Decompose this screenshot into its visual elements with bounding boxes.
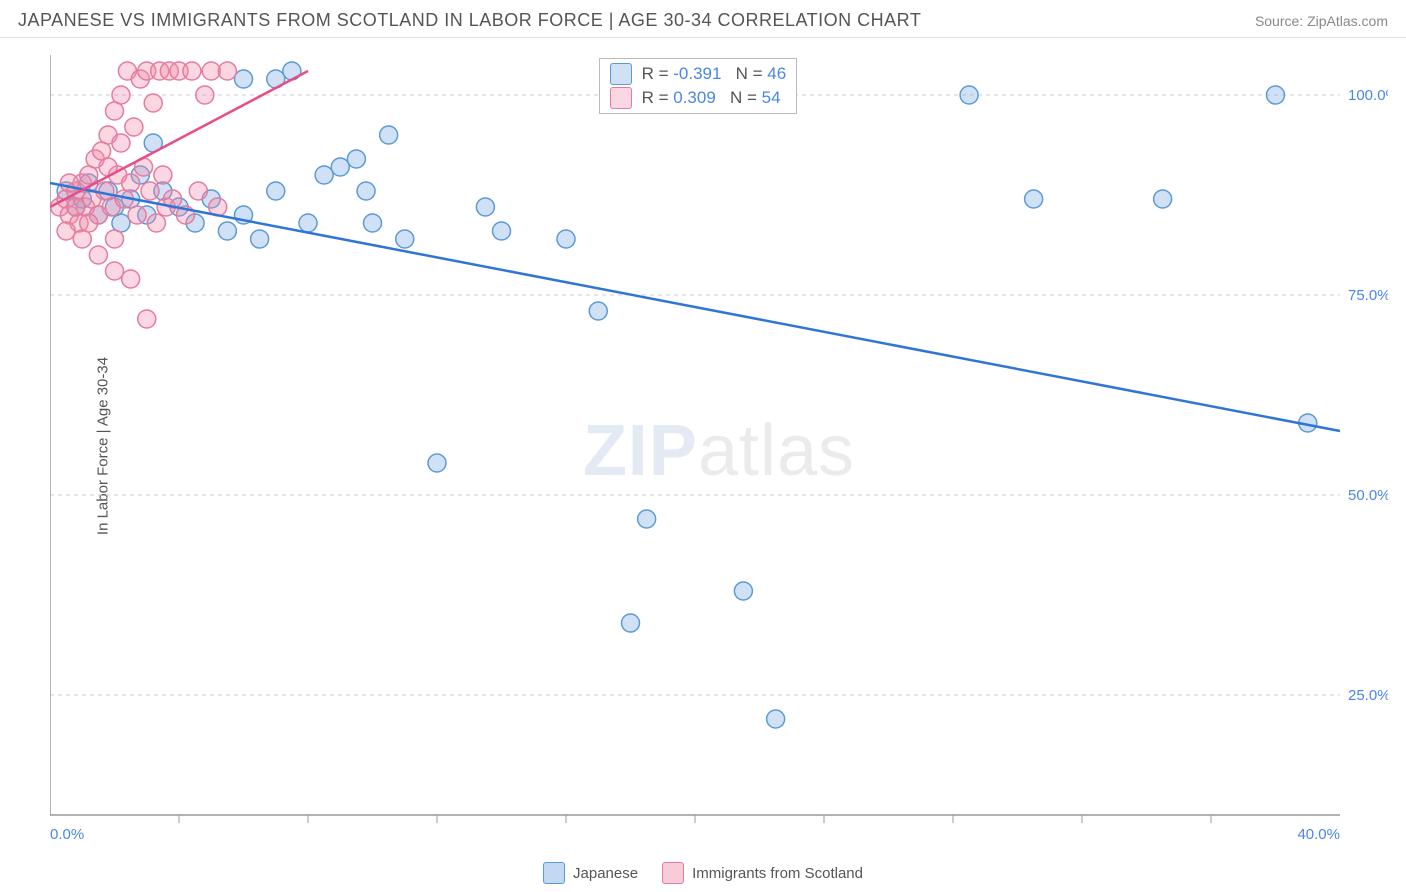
chart-area: 25.0%50.0%75.0%100.0%0.0%40.0% ZIPatlas …: [50, 55, 1388, 847]
chart-header: JAPANESE VS IMMIGRANTS FROM SCOTLAND IN …: [0, 0, 1406, 38]
svg-text:0.0%: 0.0%: [50, 826, 84, 843]
correlation-row: R = -0.391 N = 46: [610, 63, 787, 85]
series-swatch: [610, 63, 632, 85]
source-label: Source: ZipAtlas.com: [1255, 13, 1388, 29]
correlation-row: R = 0.309 N = 54: [610, 87, 787, 109]
legend-label: Immigrants from Scotland: [692, 865, 863, 882]
series-legend: Japanese Immigrants from Scotland: [0, 862, 1406, 884]
svg-text:100.0%: 100.0%: [1348, 87, 1388, 104]
legend-item: Japanese: [543, 862, 638, 884]
svg-text:50.0%: 50.0%: [1348, 487, 1388, 504]
svg-text:25.0%: 25.0%: [1348, 687, 1388, 704]
scatter-chart: 25.0% 50.0% 75.0% 100.0% 0.0% 40.0%: [50, 55, 1388, 847]
svg-text:40.0%: 40.0%: [1297, 826, 1340, 843]
chart-title: JAPANESE VS IMMIGRANTS FROM SCOTLAND IN …: [18, 10, 921, 31]
series-swatch: [610, 87, 632, 109]
svg-text:75.0%: 75.0%: [1348, 287, 1388, 304]
legend-item: Immigrants from Scotland: [662, 862, 863, 884]
correlation-text: R = -0.391 N = 46: [642, 64, 787, 84]
correlation-legend: R = -0.391 N = 46 R = 0.309 N = 54: [599, 58, 798, 114]
legend-label: Japanese: [573, 865, 638, 882]
correlation-text: R = 0.309 N = 54: [642, 88, 781, 108]
legend-swatch: [543, 862, 565, 884]
legend-swatch: [662, 862, 684, 884]
